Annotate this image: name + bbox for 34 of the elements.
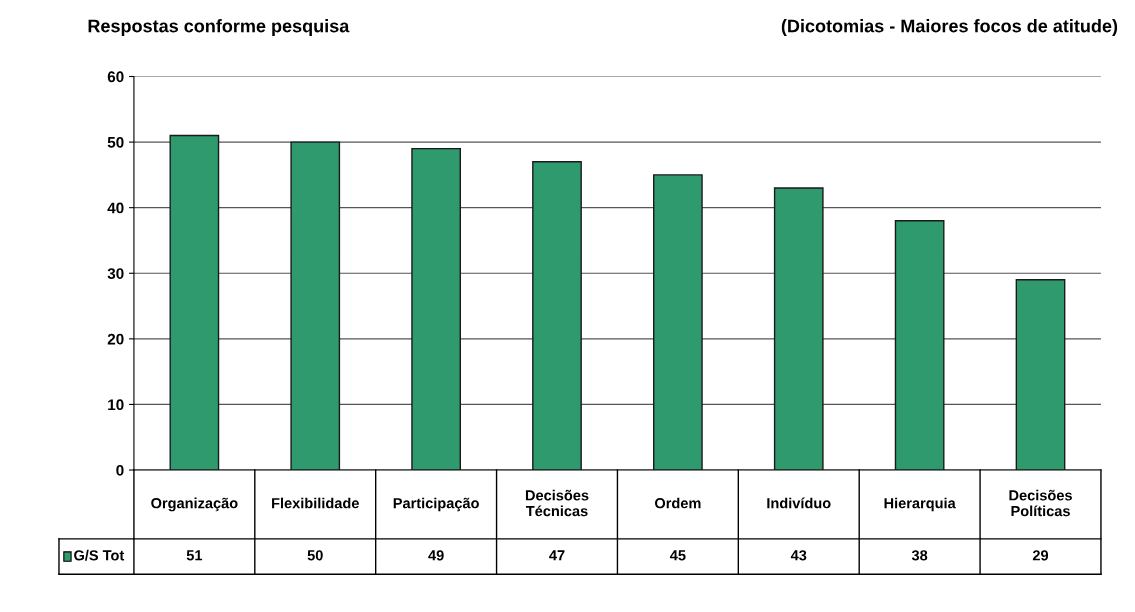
data-label: 51 (186, 550, 203, 561)
bar (773, 187, 824, 471)
data-label: 49 (428, 550, 444, 561)
y-tick-label: 40 (107, 202, 124, 214)
y-tick-label: 20 (107, 333, 124, 345)
x-tick-label: Indivíduo (767, 497, 831, 509)
bar (290, 141, 341, 471)
x-tick-label: Decisões Técnicas (525, 489, 589, 517)
bar (532, 161, 582, 471)
chart-title: Respostas conforme pesquisa (88, 19, 350, 36)
y-tick-label: 30 (107, 268, 124, 279)
y-tick-label: 10 (108, 399, 124, 411)
x-tick-label: Participação (393, 497, 479, 512)
x-tick-label: Hierarquia (884, 497, 956, 512)
x-tick-label: Flexibilidade (272, 497, 359, 509)
bar (653, 174, 703, 471)
chart-subtitle: (Dicotomias - Maiores focos de atitude) (781, 19, 1118, 36)
data-label: 29 (1032, 550, 1049, 561)
x-tick-label: Ordem (654, 497, 701, 509)
data-label: 38 (911, 550, 928, 561)
bar (894, 220, 945, 471)
bar (169, 134, 220, 471)
data-label: 43 (790, 550, 807, 561)
data-label: 50 (307, 550, 323, 561)
legend-label: G/S Tot (74, 549, 125, 561)
x-tick-label: Decisões Políticas (1009, 489, 1072, 517)
bar (1015, 279, 1066, 471)
y-tick-label: 50 (107, 136, 124, 148)
y-tick-label: 0 (116, 464, 124, 476)
data-label: 47 (549, 550, 565, 561)
data-label: 45 (669, 550, 686, 561)
x-tick-label: Organização (151, 497, 238, 512)
bar (411, 147, 461, 471)
y-tick-label: 60 (107, 71, 124, 83)
